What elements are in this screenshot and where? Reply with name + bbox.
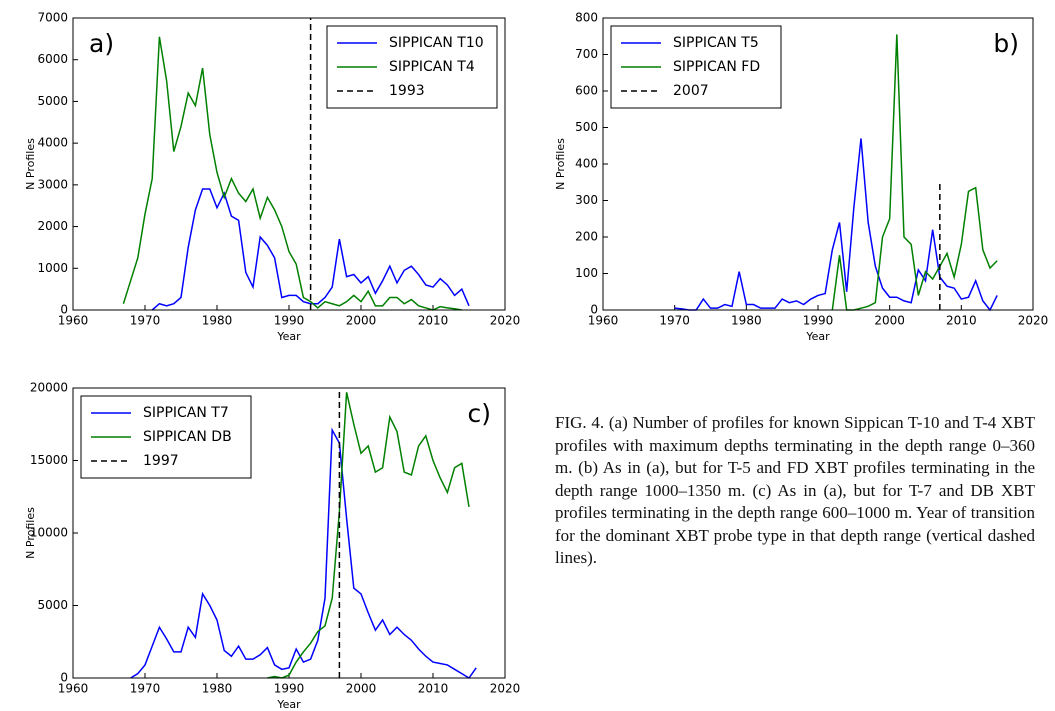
y-tick-label: 600 bbox=[575, 84, 598, 98]
x-tick-label: 1990 bbox=[803, 314, 834, 328]
x-tick-label: 1980 bbox=[202, 314, 233, 328]
y-tick-label: 700 bbox=[575, 47, 598, 61]
x-tick-label: 1970 bbox=[130, 314, 161, 328]
y-tick-label: 10000 bbox=[30, 526, 68, 540]
data-line bbox=[267, 392, 470, 679]
legend-label: SIPPICAN T10 bbox=[389, 35, 484, 51]
data-line bbox=[130, 427, 477, 680]
legend-label: 1997 bbox=[143, 453, 179, 469]
caption: FIG. 4. (a) Number of profiles for known… bbox=[555, 413, 1035, 567]
legend-label: 2007 bbox=[673, 83, 709, 99]
y-tick-label: 4000 bbox=[37, 136, 68, 150]
x-tick-label: 1990 bbox=[274, 314, 305, 328]
panel-label: c) bbox=[468, 399, 492, 428]
x-tick-label: 2010 bbox=[418, 314, 449, 328]
y-tick-label: 200 bbox=[575, 230, 598, 244]
x-tick-label: 2020 bbox=[490, 314, 521, 328]
y-tick-label: 400 bbox=[575, 157, 598, 171]
x-tick-label: 1990 bbox=[274, 682, 305, 696]
y-tick-label: 0 bbox=[590, 303, 598, 317]
data-line bbox=[122, 36, 462, 311]
legend-label: SIPPICAN T5 bbox=[673, 35, 759, 51]
x-tick-label: 2000 bbox=[874, 314, 905, 328]
x-tick-label: 2000 bbox=[346, 314, 377, 328]
y-tick-label: 0 bbox=[60, 303, 68, 317]
y-tick-label: 20000 bbox=[30, 381, 68, 395]
x-axis-label: Year bbox=[276, 330, 301, 343]
x-tick-label: 2010 bbox=[946, 314, 977, 328]
panel-label: a) bbox=[89, 29, 114, 58]
x-tick-label: 2020 bbox=[490, 682, 521, 696]
y-tick-label: 1000 bbox=[37, 261, 68, 275]
y-tick-label: 6000 bbox=[37, 52, 68, 66]
y-tick-label: 3000 bbox=[37, 177, 68, 191]
x-tick-label: 1970 bbox=[130, 682, 161, 696]
x-tick-label: 2000 bbox=[346, 682, 377, 696]
x-tick-label: 2010 bbox=[418, 682, 449, 696]
y-axis-label: N Profiles bbox=[554, 138, 567, 190]
panel: 1960 1970 1980 1990 2000 2010 2020 0 100 200 300 40… bbox=[554, 11, 1048, 344]
legend-label: SIPPICAN T7 bbox=[143, 405, 229, 421]
x-axis-label: Year bbox=[805, 330, 830, 343]
x-tick-label: 1970 bbox=[659, 314, 690, 328]
y-tick-label: 500 bbox=[575, 120, 598, 134]
y-tick-label: 5000 bbox=[37, 94, 68, 108]
x-tick-label: 1960 bbox=[58, 314, 89, 328]
y-tick-label: 5000 bbox=[37, 598, 68, 612]
y-tick-label: 100 bbox=[575, 266, 598, 280]
plot-frame bbox=[72, 17, 506, 311]
data-line bbox=[151, 188, 470, 311]
y-tick-label: 800 bbox=[575, 11, 598, 25]
y-tick-label: 300 bbox=[575, 193, 598, 207]
plot-frame bbox=[72, 387, 506, 679]
legend-label: SIPPICAN T4 bbox=[389, 59, 475, 75]
y-axis-label: N Profiles bbox=[24, 138, 37, 190]
panel-label: b) bbox=[993, 29, 1019, 58]
panel: 1960 1970 1980 1990 2000 2010 2020 0 5000 10000 15… bbox=[24, 381, 520, 711]
x-axis-label: Year bbox=[276, 698, 301, 711]
y-tick-label: 7000 bbox=[37, 11, 68, 25]
y-axis-label: N Profiles bbox=[24, 507, 37, 559]
panel: 1960 1970 1980 1990 2000 2010 2020 0 1000 2000 300… bbox=[24, 11, 520, 344]
x-tick-label: 1980 bbox=[202, 682, 233, 696]
x-tick-label: 2020 bbox=[1018, 314, 1049, 328]
legend-label: SIPPICAN DB bbox=[143, 429, 232, 445]
legend-label: 1993 bbox=[389, 83, 425, 99]
x-tick-label: 1960 bbox=[588, 314, 619, 328]
y-tick-label: 2000 bbox=[37, 219, 68, 233]
data-line bbox=[831, 34, 998, 311]
y-tick-label: 0 bbox=[60, 671, 68, 685]
x-tick-label: 1980 bbox=[731, 314, 762, 328]
plot-frame bbox=[602, 17, 1034, 311]
x-tick-label: 1960 bbox=[58, 682, 89, 696]
y-tick-label: 15000 bbox=[30, 453, 68, 467]
legend-label: SIPPICAN FD bbox=[673, 59, 760, 75]
data-line bbox=[674, 138, 998, 312]
